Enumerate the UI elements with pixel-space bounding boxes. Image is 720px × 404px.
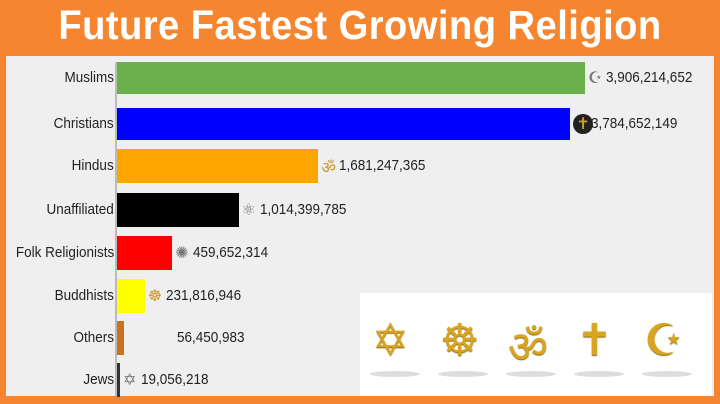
- category-label: Buddhists: [54, 287, 114, 304]
- symbol-shadow: [574, 371, 624, 377]
- value-label: 3,784,652,149: [591, 115, 678, 132]
- star-of-david-icon: ✡: [123, 372, 137, 389]
- bar-unaffiliated: [117, 193, 239, 227]
- value-label: 231,816,946: [165, 287, 241, 304]
- category-label: Folk Religionists: [15, 244, 114, 261]
- bar-others: [117, 321, 124, 355]
- symbol-shadow: [370, 371, 420, 377]
- symbol-shadow: [642, 371, 692, 377]
- chart-title: Future Fastest Growing Religion: [58, 2, 662, 48]
- bar-hindus: [117, 149, 319, 183]
- dharma-wheel-icon: ☸: [440, 316, 480, 365]
- bar-jews: [117, 363, 120, 397]
- bar-muslims: [117, 62, 585, 94]
- symbol-shadow: [506, 371, 556, 377]
- crescent-icon: ☪: [588, 70, 603, 87]
- y-axis-line: [115, 62, 117, 396]
- value-label: 3,906,214,652: [606, 69, 693, 86]
- om-icon: ॐ: [508, 323, 549, 372]
- bar-folk-religionists: [117, 236, 173, 270]
- symbol-shadow: [438, 371, 488, 377]
- value-label: 1,681,247,365: [339, 157, 426, 174]
- atom-icon: ⚛: [241, 202, 256, 219]
- value-label: 1,014,399,785: [259, 201, 346, 218]
- om-icon: ॐ: [321, 160, 337, 177]
- value-label: 19,056,218: [141, 371, 209, 388]
- category-label: Hindus: [71, 157, 114, 174]
- bar-buddhists: [117, 279, 145, 313]
- cross-icon: ✝: [573, 114, 593, 134]
- category-label: Muslims: [64, 69, 115, 86]
- cross-icon: ✝: [576, 316, 613, 365]
- crescent-icon: ☪: [644, 316, 684, 365]
- religion-symbols-image: ✡ ☸ ॐ ✝ ☪: [360, 293, 712, 396]
- value-label: 459,652,314: [193, 244, 269, 261]
- star-of-david-icon: ✡: [372, 316, 409, 365]
- dharma-wheel-icon: ☸: [147, 288, 163, 305]
- bar-christians: [117, 108, 571, 140]
- value-label: 56,450,983: [176, 329, 245, 346]
- category-label: Christians: [53, 115, 114, 132]
- wheel-icon: ✺: [175, 245, 189, 262]
- category-label: Jews: [83, 371, 114, 388]
- category-label: Others: [73, 329, 114, 346]
- category-label: Unaffiliated: [46, 201, 114, 218]
